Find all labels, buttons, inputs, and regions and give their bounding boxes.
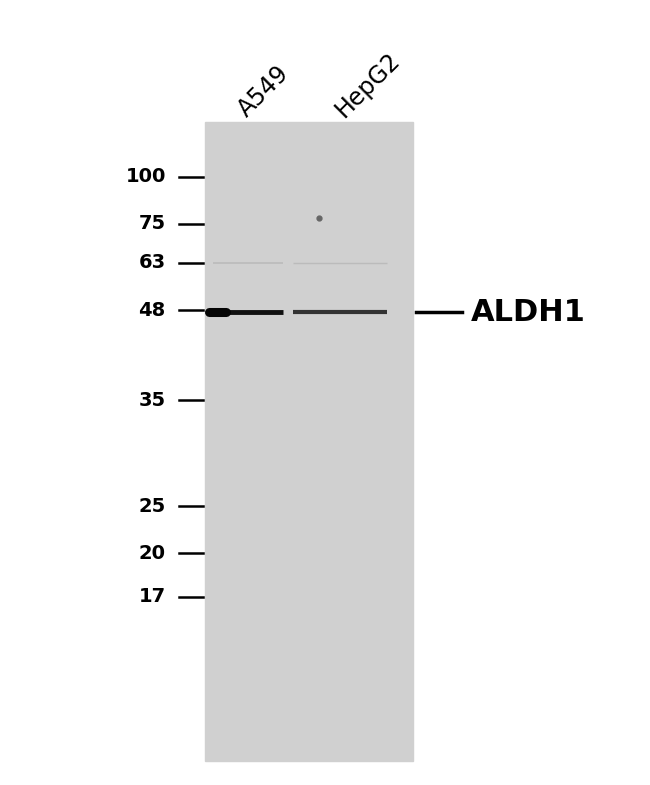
Text: 48: 48 <box>138 301 166 319</box>
Text: 17: 17 <box>138 587 166 606</box>
Text: 20: 20 <box>138 544 166 563</box>
Bar <box>205 122 413 761</box>
Text: 35: 35 <box>138 391 166 410</box>
Text: ALDH1: ALDH1 <box>471 298 586 327</box>
Text: HepG2: HepG2 <box>331 48 405 122</box>
Text: A549: A549 <box>233 61 294 122</box>
Text: 25: 25 <box>138 497 166 516</box>
Text: 75: 75 <box>138 214 166 233</box>
Text: 63: 63 <box>138 254 166 272</box>
Text: 100: 100 <box>125 167 166 186</box>
